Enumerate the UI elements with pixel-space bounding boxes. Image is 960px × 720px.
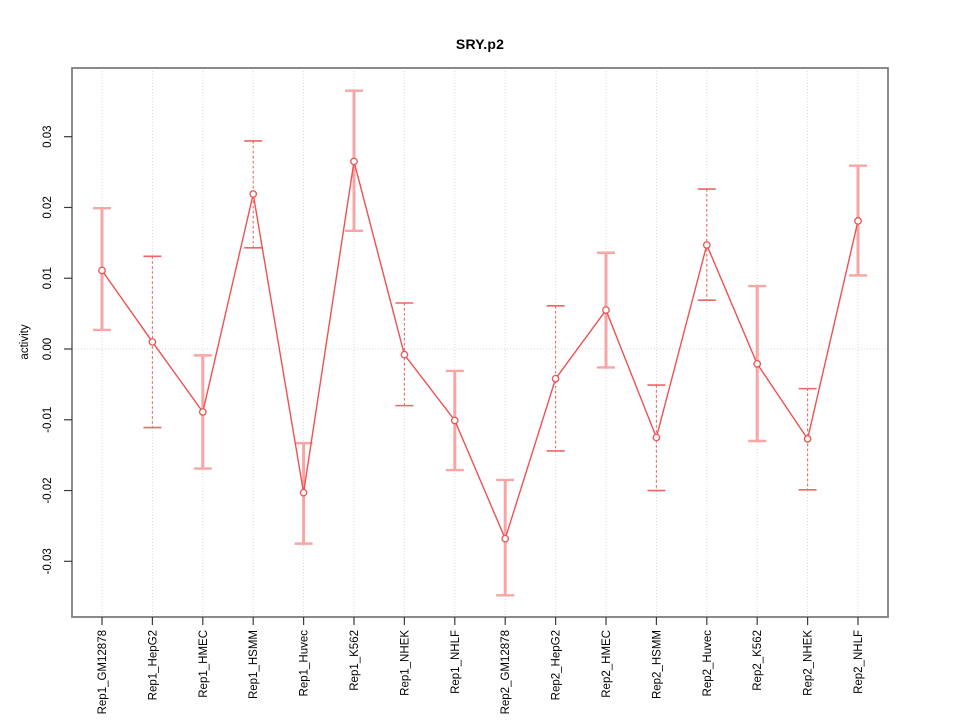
y-tick-label: 0.00	[42, 338, 54, 360]
x-tick-label: Rep1_HSMM	[248, 630, 260, 699]
data-point-marker	[854, 217, 862, 225]
x-tick-label: Rep1_GM12878	[97, 630, 109, 714]
x-tick-label: Rep1_K562	[349, 630, 361, 691]
x-tick-label: Rep1_HMEC	[198, 630, 210, 698]
data-point-marker	[753, 360, 762, 368]
x-tick-label: Rep1_HepG2	[147, 630, 159, 700]
data-point-marker	[350, 157, 358, 166]
data-point-marker	[803, 435, 812, 443]
x-tick-label: Rep2_K562	[752, 630, 764, 691]
data-point-marker	[652, 433, 661, 442]
x-tick-label: Rep1_NHEK	[399, 630, 411, 696]
x-tick-label: Rep1_Huvec	[299, 630, 311, 697]
y-tick-label: -0.03	[42, 548, 54, 574]
x-tick-label: Rep1_NHLF	[450, 630, 462, 694]
data-point-marker	[198, 408, 207, 416]
y-tick-label: 0.02	[42, 196, 54, 218]
x-tick-label: Rep2_HepG2	[551, 630, 563, 700]
x-tick-label: Rep2_HMEC	[601, 630, 613, 698]
x-tick-label: Rep2_NHEK	[803, 630, 815, 696]
series-line	[101, 161, 859, 541]
plot-border	[71, 67, 889, 618]
data-point-marker	[450, 416, 459, 425]
chart-title: SRY.p2	[455, 36, 505, 52]
x-tick-label: Rep2_NHLF	[853, 630, 865, 694]
data-point-marker	[501, 534, 510, 543]
data-point-marker	[299, 488, 308, 497]
data-point-marker	[602, 306, 610, 314]
y-tick-label: 0.03	[42, 125, 54, 147]
x-tick-label: Rep2_HSMM	[651, 630, 663, 699]
x-tick-label: Rep2_GM12878	[500, 630, 512, 714]
data-point-marker	[249, 190, 258, 198]
data-point-marker	[702, 241, 711, 249]
data-point-marker	[400, 350, 409, 359]
y-tick-label: 0.01	[42, 267, 54, 289]
y-tick-label: -0.01	[42, 407, 54, 433]
data-point-marker	[551, 374, 560, 383]
data-point-marker	[98, 266, 106, 275]
data-point-marker	[148, 338, 157, 346]
y-tick-label: -0.02	[42, 477, 54, 503]
x-tick-label: Rep2_Huvec	[702, 630, 714, 697]
